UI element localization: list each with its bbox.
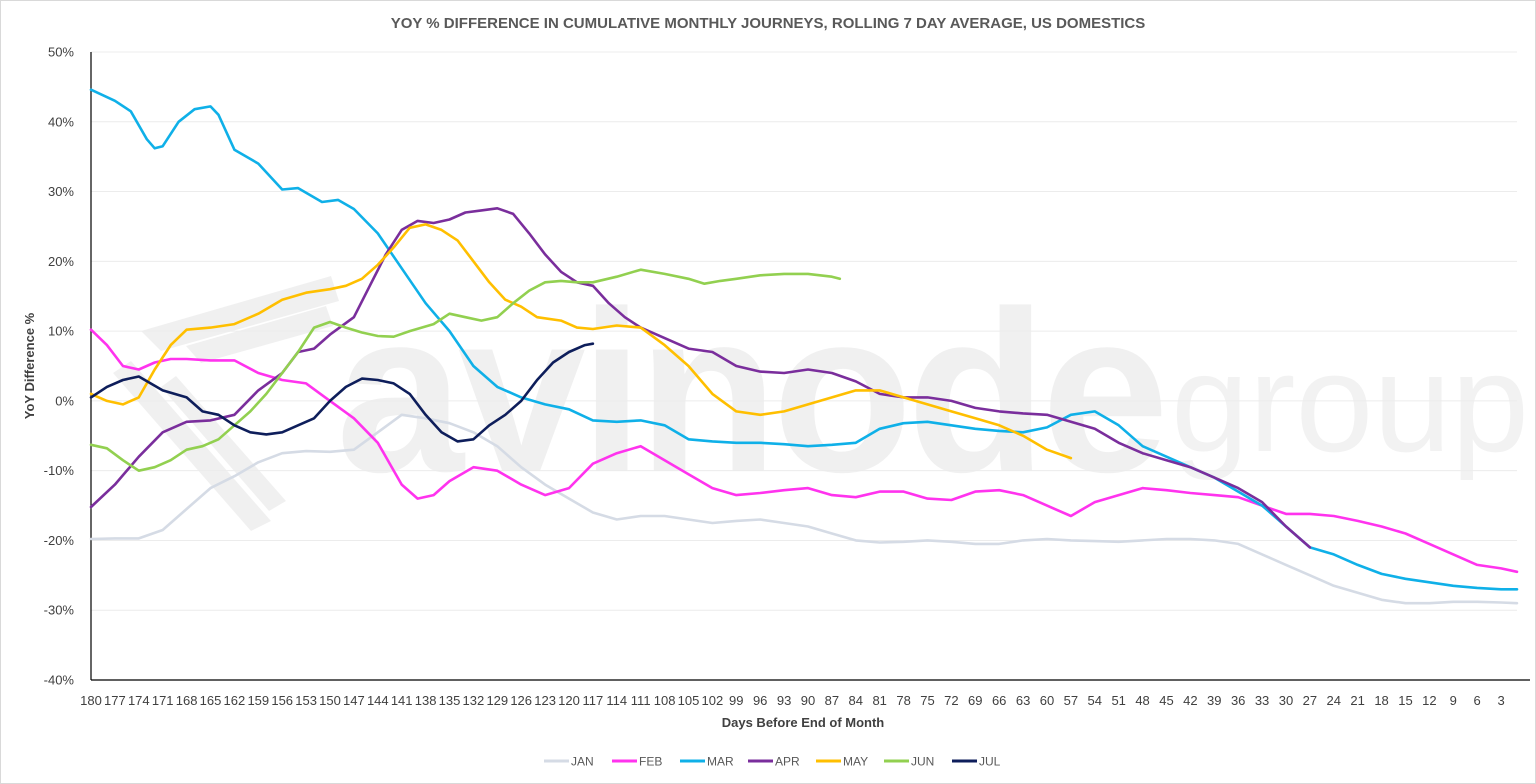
- x-tick-label: 12: [1422, 693, 1436, 708]
- x-tick-label: 87: [825, 693, 839, 708]
- x-tick-label: 168: [176, 693, 198, 708]
- x-tick-label: 21: [1350, 693, 1364, 708]
- legend-label-mar: MAR: [707, 755, 734, 769]
- x-tick-label: 162: [224, 693, 246, 708]
- x-tick-label: 144: [367, 693, 389, 708]
- legend: JAN FEB MAR APR MAY JUN JUL: [544, 755, 1001, 769]
- watermark-secondary: group: [1171, 324, 1529, 481]
- legend-label-jan: JAN: [571, 755, 594, 769]
- x-tick-label: 108: [654, 693, 676, 708]
- x-tick-label: 105: [678, 693, 700, 708]
- x-tick-label: 27: [1303, 693, 1317, 708]
- legend-label-jul: JUL: [979, 755, 1001, 769]
- x-tick-label: 39: [1207, 693, 1221, 708]
- x-tick-label: 123: [534, 693, 556, 708]
- x-tick-label: 33: [1255, 693, 1269, 708]
- x-tick-label: 15: [1398, 693, 1412, 708]
- x-tick-label: 180: [80, 693, 102, 708]
- x-tick-label: 69: [968, 693, 982, 708]
- series-line-jun: [89, 268, 842, 472]
- gridlines: [91, 51, 1517, 611]
- x-tick-label: 153: [295, 693, 317, 708]
- x-tick-label: 141: [391, 693, 413, 708]
- x-tick-label: 174: [128, 693, 150, 708]
- x-tick-label: 156: [271, 693, 293, 708]
- x-tick-label: 117: [583, 693, 604, 708]
- y-tick-label: -10%: [44, 463, 75, 478]
- legend-label-jun: JUN: [911, 755, 934, 769]
- y-tick-label: 20%: [48, 254, 74, 269]
- series-line-jan: [89, 413, 1519, 605]
- x-tick-label: 138: [415, 693, 437, 708]
- x-tick-label: 135: [439, 693, 461, 708]
- x-tick-label: 45: [1159, 693, 1173, 708]
- x-tick-label: 90: [801, 693, 815, 708]
- x-tick-label: 126: [510, 693, 532, 708]
- x-axis-title: Days Before End of Month: [722, 715, 885, 730]
- x-tick-label: 6: [1474, 693, 1481, 708]
- x-tick-label: 75: [920, 693, 934, 708]
- x-tick-label: 24: [1327, 693, 1341, 708]
- x-axis: 180 177 174 171 168 165 162 159 156 153 150 147 144 1…: [80, 693, 1505, 708]
- x-tick-label: 60: [1040, 693, 1054, 708]
- x-tick-label: 63: [1016, 693, 1030, 708]
- y-axis: 50% 40% 30% 20% 10% 0% -10% -20% -30% -40%: [44, 45, 1530, 688]
- x-tick-label: 177: [104, 693, 126, 708]
- x-tick-label: 159: [247, 693, 269, 708]
- y-tick-label: 10%: [48, 324, 74, 339]
- x-tick-label: 42: [1183, 693, 1197, 708]
- legend-label-may: MAY: [843, 755, 868, 769]
- x-tick-label: 54: [1088, 693, 1102, 708]
- x-tick-label: 132: [463, 693, 485, 708]
- y-tick-label: -20%: [44, 533, 75, 548]
- x-tick-label: 57: [1064, 693, 1078, 708]
- x-tick-label: 96: [753, 693, 767, 708]
- x-tick-label: 72: [944, 693, 958, 708]
- watermark-primary: avinode: [336, 263, 1163, 520]
- x-tick-label: 81: [872, 693, 886, 708]
- y-tick-label: -40%: [44, 673, 75, 688]
- y-tick-label: 50%: [48, 45, 74, 60]
- series-line-apr: [89, 207, 1312, 549]
- y-tick-label: 40%: [48, 114, 74, 129]
- watermark: avinode group: [113, 263, 1529, 531]
- x-tick-label: 120: [558, 693, 580, 708]
- x-tick-label: 78: [896, 693, 910, 708]
- series-line-feb: [89, 328, 1519, 574]
- x-tick-label: 3: [1497, 693, 1504, 708]
- x-tick-label: 30: [1279, 693, 1293, 708]
- x-tick-label: 93: [777, 693, 791, 708]
- x-tick-label: 102: [702, 693, 724, 708]
- x-tick-label: 84: [849, 693, 863, 708]
- x-tick-label: 165: [200, 693, 222, 708]
- x-tick-label: 18: [1374, 693, 1388, 708]
- x-tick-label: 111: [631, 693, 651, 708]
- x-tick-label: 66: [992, 693, 1006, 708]
- x-tick-label: 48: [1135, 693, 1149, 708]
- y-tick-label: 0%: [55, 393, 74, 408]
- watermark-chevron-icon: [113, 276, 339, 531]
- x-tick-label: 129: [486, 693, 508, 708]
- legend-label-feb: FEB: [639, 755, 662, 769]
- x-tick-label: 147: [343, 693, 365, 708]
- x-tick-label: 51: [1111, 693, 1125, 708]
- chart-title: YOY % DIFFERENCE IN CUMULATIVE MONTHLY J…: [391, 15, 1146, 32]
- series-line-may: [89, 223, 1073, 460]
- x-tick-label: 36: [1231, 693, 1245, 708]
- legend-label-apr: APR: [775, 755, 800, 769]
- x-tick-label: 150: [319, 693, 341, 708]
- x-tick-label: 114: [606, 693, 627, 708]
- y-tick-label: 30%: [48, 184, 74, 199]
- series-lines: [89, 88, 1519, 605]
- series-line-mar: [89, 88, 1519, 591]
- x-tick-label: 9: [1450, 693, 1457, 708]
- series-line-jul: [89, 342, 595, 443]
- x-tick-label: 171: [152, 693, 174, 708]
- y-axis-title: YoY Difference %: [22, 312, 37, 419]
- y-tick-label: -30%: [44, 603, 75, 618]
- x-tick-label: 99: [729, 693, 743, 708]
